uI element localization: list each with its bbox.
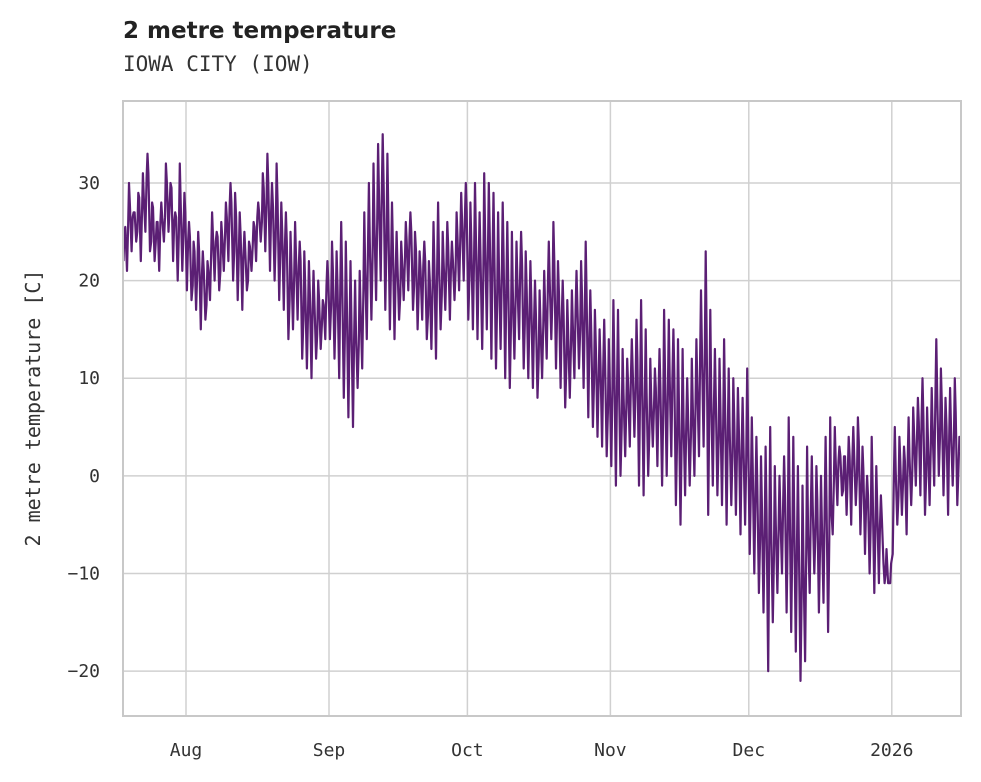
y-tick-label: 10 — [78, 368, 100, 389]
y-axis-label: 2 metre temperature [C] — [21, 270, 45, 547]
y-tick-label: 30 — [78, 173, 100, 194]
plot-frame — [122, 100, 962, 717]
x-tick-label: 2026 — [870, 740, 913, 761]
y-tick-label: 0 — [89, 466, 100, 487]
chart-title: 2 metre temperature — [123, 18, 397, 44]
x-tick-label: Oct — [451, 740, 484, 761]
x-tick-label: Dec — [733, 740, 766, 761]
y-tick-label: −20 — [67, 661, 100, 682]
temperature-series-line — [122, 133, 962, 683]
x-tick-label: Sep — [313, 740, 346, 761]
x-tick-label: Aug — [170, 740, 203, 761]
x-tick-label: Nov — [594, 740, 627, 761]
y-tick-label: 20 — [78, 271, 100, 292]
chart-subtitle: IOWA CITY (IOW) — [123, 52, 313, 76]
y-tick-label: −10 — [67, 563, 100, 584]
